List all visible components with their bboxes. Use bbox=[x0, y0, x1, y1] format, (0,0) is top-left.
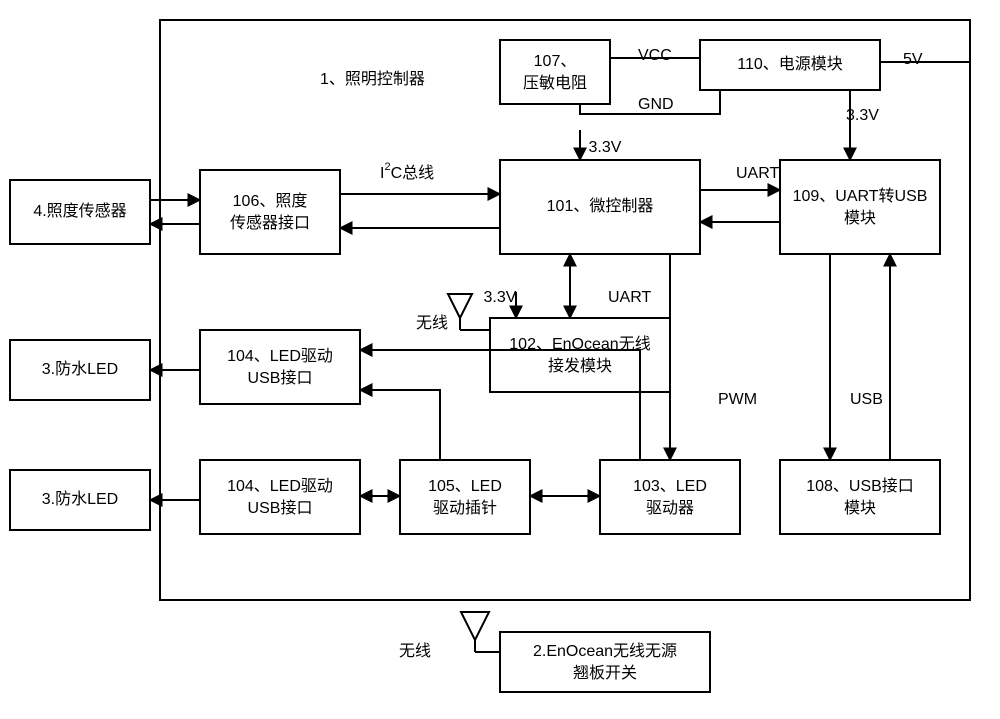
svg-text:USB接口: USB接口 bbox=[248, 499, 313, 517]
svg-text:3.防水LED: 3.防水LED bbox=[42, 490, 118, 508]
svg-text:UART: UART bbox=[736, 165, 779, 182]
svg-text:无线: 无线 bbox=[416, 314, 448, 332]
svg-text:4.照度传感器: 4.照度传感器 bbox=[33, 202, 126, 220]
box-102-enocean-wireless-module bbox=[490, 318, 670, 392]
box-104a-led-driver-usb-interface bbox=[200, 330, 360, 404]
svg-text:2.EnOcean无线无源: 2.EnOcean无线无源 bbox=[533, 642, 677, 660]
svg-text:PWM: PWM bbox=[718, 391, 757, 408]
svg-text:GND: GND bbox=[638, 96, 674, 113]
lighting-controller-title: 1、照明控制器 bbox=[320, 70, 425, 88]
box-106-illuminance-sensor-interface bbox=[200, 170, 340, 254]
svg-text:3.防水LED: 3.防水LED bbox=[42, 360, 118, 378]
box-108-usb-interface-module bbox=[780, 460, 940, 534]
svg-text:传感器接口: 传感器接口 bbox=[230, 214, 310, 232]
svg-text:驱动器: 驱动器 bbox=[646, 499, 694, 517]
svg-text:3.3V: 3.3V bbox=[484, 289, 517, 306]
svg-text:106、照度: 106、照度 bbox=[233, 192, 308, 210]
box-2-enocean-wireless-passive-switch bbox=[500, 632, 710, 692]
svg-text:3.3V: 3.3V bbox=[846, 107, 879, 124]
svg-text:VCC: VCC bbox=[638, 47, 672, 64]
svg-text:105、LED: 105、LED bbox=[428, 478, 502, 495]
box-105-led-driver-header bbox=[400, 460, 530, 534]
svg-text:108、USB接口: 108、USB接口 bbox=[806, 477, 914, 495]
svg-text:USB: USB bbox=[850, 391, 883, 408]
svg-text:模块: 模块 bbox=[844, 209, 876, 227]
svg-text:110、电源模块: 110、电源模块 bbox=[737, 55, 843, 73]
svg-text:109、UART转USB: 109、UART转USB bbox=[793, 187, 928, 205]
svg-text:3.3V: 3.3V bbox=[589, 139, 622, 156]
svg-text:101、微控制器: 101、微控制器 bbox=[547, 197, 654, 215]
box-109-uart-to-usb-module bbox=[780, 160, 940, 254]
svg-text:104、LED驱动: 104、LED驱动 bbox=[227, 347, 333, 365]
svg-text:无线: 无线 bbox=[399, 642, 431, 660]
box-104b-led-driver-usb-interface bbox=[200, 460, 360, 534]
svg-text:UART: UART bbox=[608, 289, 651, 306]
svg-text:压敏电阻: 压敏电阻 bbox=[523, 74, 587, 92]
svg-text:模块: 模块 bbox=[844, 499, 876, 517]
svg-text:USB接口: USB接口 bbox=[248, 369, 313, 387]
svg-text:翘板开关: 翘板开关 bbox=[573, 664, 637, 682]
svg-text:104、LED驱动: 104、LED驱动 bbox=[227, 477, 333, 495]
svg-text:107、: 107、 bbox=[534, 53, 577, 70]
box-107-varistor bbox=[500, 40, 610, 104]
svg-text:接发模块: 接发模块 bbox=[548, 357, 612, 375]
box-103-led-driver bbox=[600, 460, 740, 534]
svg-text:103、LED: 103、LED bbox=[633, 478, 707, 495]
svg-text:驱动插针: 驱动插针 bbox=[433, 499, 497, 517]
svg-text:5V: 5V bbox=[903, 51, 923, 68]
